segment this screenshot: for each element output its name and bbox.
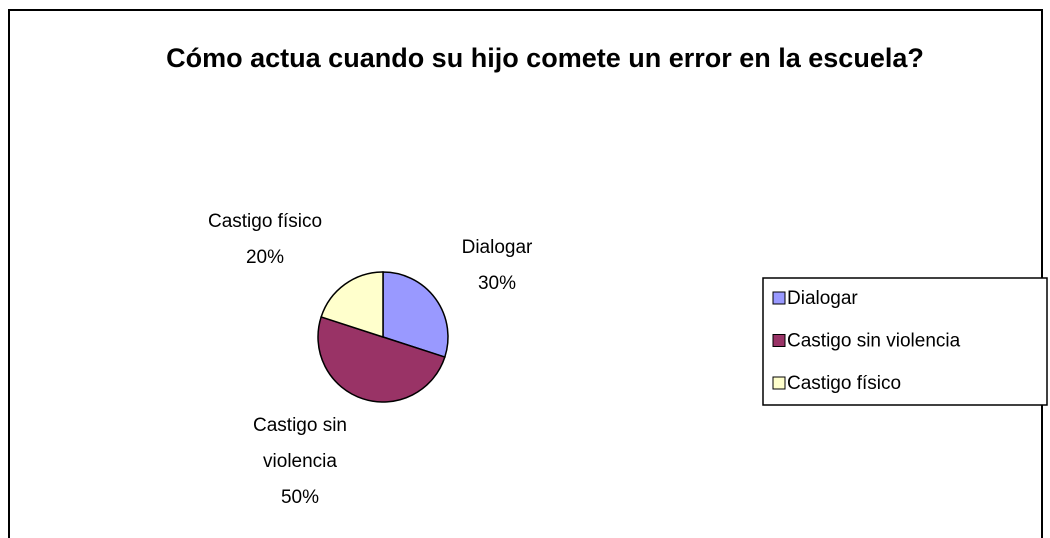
legend-label: Castigo físico	[787, 373, 901, 394]
label-value: 50%	[280, 487, 320, 508]
legend-swatch	[772, 376, 786, 390]
legend-label: Dialogar	[787, 288, 858, 309]
legend-swatch	[772, 334, 786, 347]
label-category: Castigo sin violencia	[253, 415, 347, 472]
legend-label: Castigo sin violencia	[787, 331, 961, 352]
chart-border	[8, 9, 1043, 538]
pie-slice	[317, 315, 446, 403]
label-category: Castigo físico	[207, 211, 323, 232]
pie-slice	[382, 271, 449, 359]
legend-box	[762, 277, 1048, 406]
label-value: 30%	[477, 273, 517, 294]
pie-slice	[320, 271, 384, 339]
data-label: Dialogar 30%	[427, 230, 567, 302]
label-category: Dialogar	[461, 237, 533, 258]
data-label: Castigo sin violencia 50%	[225, 408, 375, 516]
label-value: 20%	[245, 247, 285, 268]
legend-swatch	[772, 291, 786, 305]
data-label: Castigo físico 20%	[175, 204, 355, 276]
chart-title: Cómo actua cuando su hijo comete un erro…	[166, 43, 924, 73]
